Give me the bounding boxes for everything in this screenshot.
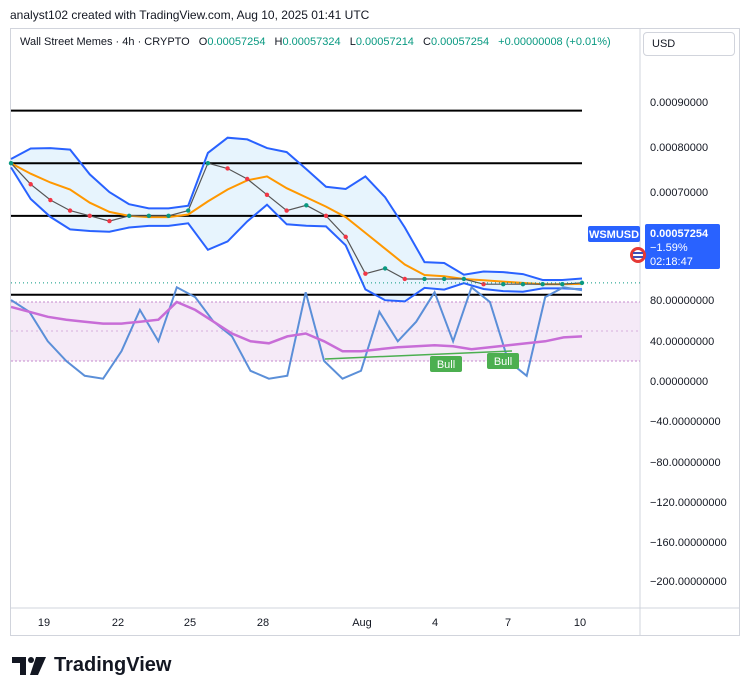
tradingview-logo: TradingView bbox=[12, 654, 171, 677]
price-tag-symbol: WSMUSD bbox=[589, 229, 639, 241]
legend-open: 0.00057254 bbox=[207, 36, 266, 48]
tradingview-icon bbox=[12, 656, 46, 675]
price-point bbox=[461, 276, 467, 282]
legend-low-label: L bbox=[349, 36, 356, 48]
time-axis-tick: 19 bbox=[38, 617, 50, 629]
price-tag-countdown: 02:18:47 bbox=[650, 256, 693, 268]
price-point bbox=[264, 192, 270, 197]
bollinger-upper-line bbox=[10, 136, 583, 281]
stoch-axis-tick: 40.00000000 bbox=[650, 336, 714, 348]
price-point bbox=[441, 276, 447, 282]
price-point bbox=[343, 234, 348, 240]
price-axis-tick: 0.00090000 bbox=[650, 97, 708, 109]
legend-open-label: O bbox=[198, 36, 208, 48]
price-point bbox=[8, 161, 14, 166]
brand-name: TradingView bbox=[54, 654, 172, 676]
price-point bbox=[186, 208, 191, 213]
legend-low: 0.00057214 bbox=[355, 36, 414, 48]
price-point bbox=[284, 208, 289, 213]
price-tag-price: 0.00057254 bbox=[650, 228, 709, 240]
stoch-axis-tick: −160.00000000 bbox=[650, 537, 727, 549]
price-point bbox=[205, 161, 211, 166]
stoch-axis-tick: −200.00000000 bbox=[650, 576, 727, 588]
price-point bbox=[363, 271, 368, 276]
bull-label-text: Bull bbox=[494, 356, 512, 368]
bull-label: Bull bbox=[430, 356, 462, 372]
price-tag-change: −1.59% bbox=[650, 242, 688, 254]
time-axis-tick: 25 bbox=[184, 617, 196, 629]
stoch-band bbox=[11, 302, 640, 361]
price-line bbox=[10, 162, 583, 285]
price-point bbox=[245, 176, 250, 182]
price-point bbox=[540, 282, 545, 287]
price-point bbox=[422, 276, 427, 282]
stoch-axis-tick: −120.00000000 bbox=[650, 497, 727, 509]
time-axis-tick: Aug bbox=[352, 617, 372, 629]
legend-high-label: H bbox=[274, 36, 283, 48]
price-point bbox=[402, 276, 407, 282]
price-point bbox=[225, 166, 230, 171]
price-point bbox=[323, 213, 329, 219]
legend-high: 0.00057324 bbox=[282, 36, 341, 48]
axes: 0.00090000 0.00080000 0.00070000 80.0000000… bbox=[38, 97, 727, 629]
price-point bbox=[48, 197, 53, 203]
price-point bbox=[67, 208, 73, 213]
price-point bbox=[579, 280, 585, 286]
price-tag: WSMUSD 0.00057254 −1.59% 02:18:47 bbox=[588, 224, 720, 269]
bull-label: Bull bbox=[487, 353, 519, 369]
price-axis-tick: 0.00070000 bbox=[650, 187, 708, 199]
chart-credit: analyst102 created with TradingView.com,… bbox=[10, 8, 370, 22]
bull-label-text: Bull bbox=[437, 359, 455, 371]
price-point bbox=[520, 282, 526, 287]
price-point bbox=[107, 218, 112, 224]
chart-frame bbox=[10, 28, 740, 636]
time-axis-tick: 10 bbox=[574, 617, 586, 629]
time-axis-tick: 22 bbox=[112, 617, 124, 629]
bollinger-fill bbox=[11, 137, 582, 302]
price-point bbox=[481, 282, 486, 287]
price-point bbox=[126, 213, 132, 219]
time-axis-tick: 7 bbox=[505, 617, 511, 629]
stoch-pane bbox=[10, 285, 583, 380]
time-axis-tick: 4 bbox=[432, 617, 438, 629]
currency-button[interactable]: USD bbox=[643, 32, 735, 56]
chart-legend: Wall Street Memes · 4h · CRYPTO O0.00057… bbox=[20, 36, 611, 48]
flag-icon bbox=[630, 247, 646, 263]
stoch-axis-tick: −80.00000000 bbox=[650, 457, 721, 469]
bollinger-lower-line bbox=[10, 166, 583, 303]
price-point bbox=[28, 182, 33, 187]
price-point bbox=[304, 203, 309, 208]
price-point bbox=[146, 213, 152, 219]
moving-average-line bbox=[10, 162, 583, 286]
legend-close-label: C bbox=[423, 36, 431, 48]
stoch-d-line bbox=[10, 300, 583, 353]
price-pane bbox=[8, 109, 640, 303]
time-axis-tick: 28 bbox=[257, 617, 269, 629]
legend-symbol: Wall Street Memes · 4h · CRYPTO bbox=[20, 36, 190, 48]
price-point bbox=[382, 266, 388, 271]
stoch-axis-tick: 80.00000000 bbox=[650, 295, 714, 307]
price-point bbox=[166, 213, 171, 219]
price-point bbox=[87, 213, 92, 219]
divergence-line bbox=[324, 350, 513, 360]
legend-change: +0.00000008 (+0.01%) bbox=[498, 36, 611, 48]
legend-close: 0.00057254 bbox=[430, 36, 490, 48]
price-axis-tick: 0.00080000 bbox=[650, 142, 708, 154]
stoch-axis-tick: −40.00000000 bbox=[650, 416, 721, 428]
price-point bbox=[501, 282, 506, 287]
stoch-axis-tick: 0.00000000 bbox=[650, 376, 708, 388]
